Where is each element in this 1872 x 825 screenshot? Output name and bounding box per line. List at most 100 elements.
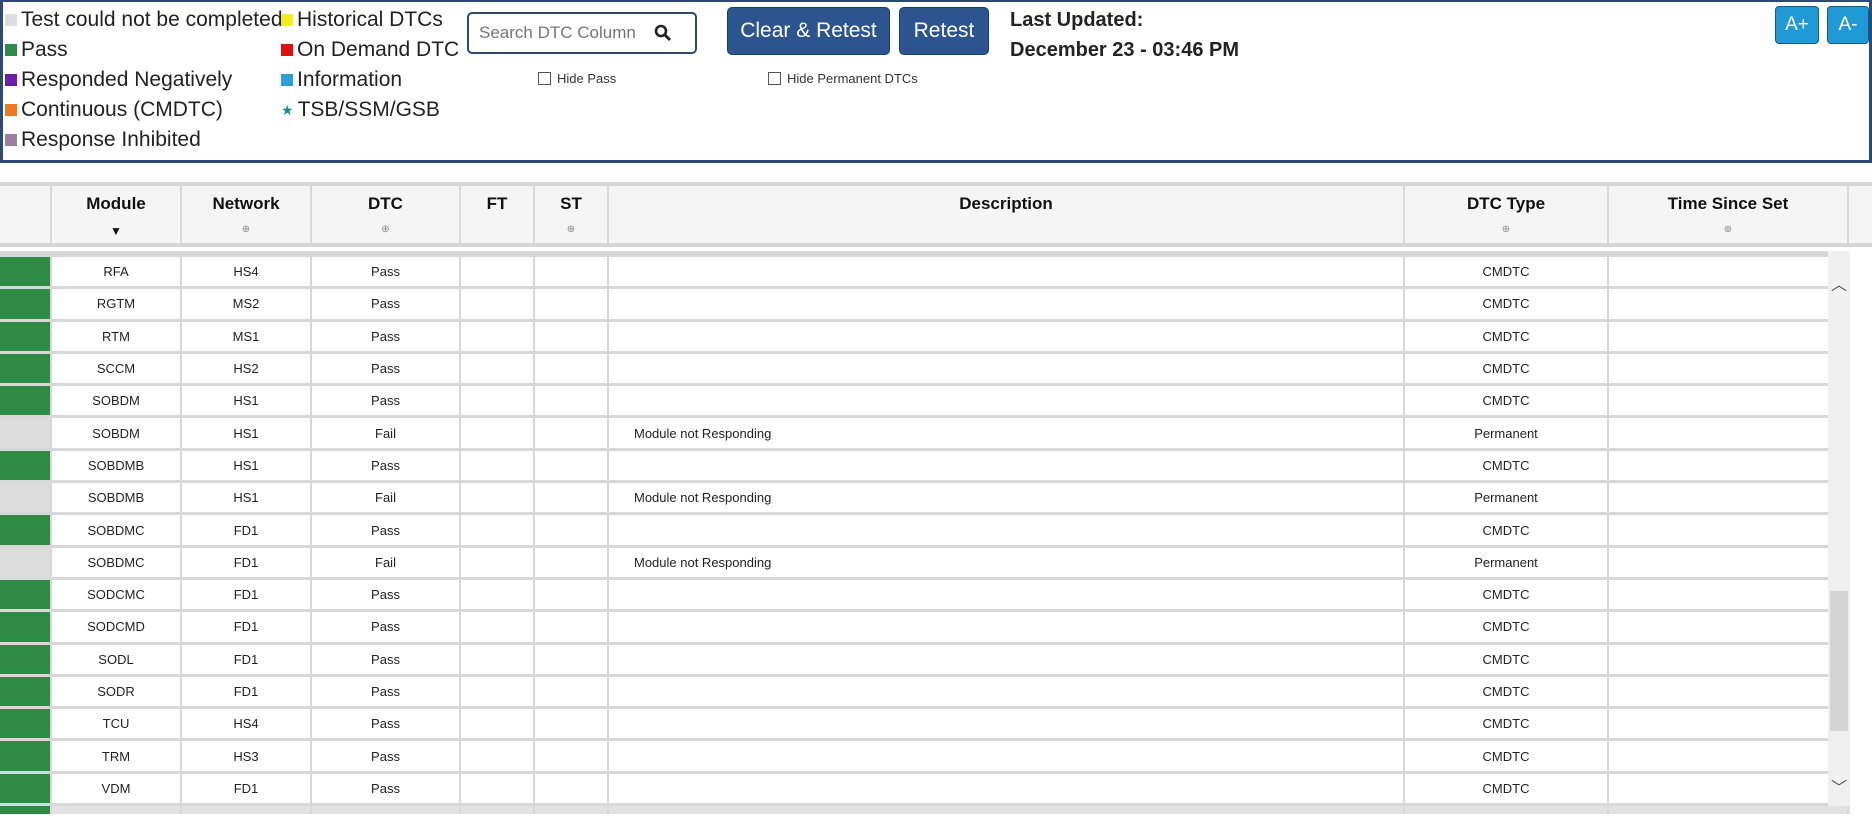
cell-module: WACM [52, 806, 182, 814]
legend-label: TSB/SSM/GSB [297, 98, 440, 121]
table-row[interactable]: SOBDM HS1 Fail Module not Responding Permane… [0, 418, 1850, 451]
table-row[interactable]: SODCMD FD1 Pass CMDTC [0, 612, 1850, 645]
table-row[interactable]: SODL FD1 Pass CMDTC [0, 644, 1850, 677]
column-header-ft[interactable]: FT [461, 186, 535, 243]
scrollbar[interactable]: ︿ ﹀ [1828, 251, 1850, 806]
sort-icon[interactable]: ⊕ [1501, 224, 1511, 235]
last-updated-label: Last Updated: [1010, 9, 1144, 31]
scroll-up-icon[interactable]: ︿ [1830, 277, 1847, 294]
cell-ft [461, 289, 535, 319]
column-header-dtc[interactable]: DTC ⊕ [312, 186, 461, 243]
legend-label: Pass [21, 38, 68, 61]
hide-pass-checkbox[interactable]: Hide Pass [538, 71, 616, 86]
font-increase-button[interactable]: A+ [1775, 6, 1819, 44]
legend-swatch-icon [5, 134, 17, 146]
legend-item: ★ TSB/SSM/GSB [281, 98, 440, 122]
search-input[interactable] [479, 23, 654, 43]
status-indicator [0, 773, 52, 804]
status-indicator [0, 709, 52, 739]
table-row[interactable]: SODCMC FD1 Pass CMDTC [0, 579, 1850, 613]
status-indicator [0, 450, 52, 481]
cell-description [609, 257, 1405, 287]
retest-button[interactable]: Retest [899, 7, 989, 55]
cell-dtc: Pass [312, 289, 461, 319]
scroll-down-icon[interactable]: ﹀ [1830, 780, 1847, 797]
legend-label: Information [297, 68, 403, 91]
legend-item: Continuous (CMDTC) [5, 98, 223, 122]
sort-icon[interactable]: ⊕ [241, 224, 251, 235]
cell-network: FD1 [182, 773, 312, 804]
cell-st [535, 612, 609, 642]
column-header-dtc-type[interactable]: DTC Type ⊕ [1405, 186, 1609, 243]
table-row[interactable]: SOBDMB HS1 Pass CMDTC [0, 450, 1850, 484]
table-body[interactable]: RFA HS4 Pass CMDTC RGTM MS2 Pass CMDTC RTM MS1 Pas… [0, 251, 1850, 814]
sort-icon[interactable]: ⊕ [1723, 224, 1733, 235]
column-header-module[interactable]: Module ▼ [52, 186, 182, 243]
cell-module: SCCM [52, 353, 182, 384]
column-header-label: ST [560, 194, 582, 213]
table-row[interactable]: SOBDMB HS1 Fail Module not Responding Perman… [0, 483, 1850, 516]
table-row[interactable]: VDM FD1 Pass CMDTC [0, 773, 1850, 807]
sort-icon[interactable]: ⊕ [566, 224, 576, 235]
checkbox[interactable] [768, 72, 781, 85]
table-header: Module ▼ Network ⊕ DTC ⊕ FT ST ⊕ Description DTC T… [0, 186, 1872, 247]
cell-dtc: Pass [312, 353, 461, 384]
cell-time-since-set [1609, 773, 1849, 804]
table-row[interactable]: SCCM HS2 Pass CMDTC [0, 353, 1850, 387]
cell-module: SODCMD [52, 612, 182, 642]
cell-st [535, 547, 609, 577]
cell-type: Permanent [1405, 418, 1609, 448]
table-row[interactable]: SOBDMC FD1 Fail Module not Responding Perman… [0, 547, 1850, 580]
legend-swatch-icon [5, 74, 17, 86]
table-row[interactable]: RFA HS4 Pass CMDTC [0, 257, 1850, 290]
cell-description [609, 386, 1405, 416]
cell-module: SOBDMC [52, 547, 182, 577]
table-row[interactable]: SOBDM HS1 Pass CMDTC [0, 386, 1850, 419]
cell-description [609, 676, 1405, 707]
status-indicator [0, 676, 52, 707]
sort-icon[interactable]: ⊕ [381, 224, 390, 235]
table-row[interactable]: SOBDMC FD1 Pass CMDTC [0, 515, 1850, 548]
cell-st [535, 483, 609, 513]
table-row[interactable]: TCU HS4 Pass CMDTC [0, 709, 1850, 742]
column-header-time-since-set[interactable]: Time Since Set ⊕ [1609, 186, 1849, 243]
checkbox[interactable] [538, 72, 551, 85]
cell-time-since-set [1609, 483, 1849, 513]
cell-module: SODCMC [52, 579, 182, 610]
search-icon[interactable] [654, 24, 672, 42]
legend-item: Historical DTCs [281, 8, 443, 32]
cell-time-since-set [1609, 515, 1849, 545]
status-column-header [0, 186, 52, 243]
cell-st [535, 676, 609, 707]
font-decrease-button[interactable]: A- [1827, 6, 1869, 44]
table-row[interactable]: SODR FD1 Pass CMDTC [0, 676, 1850, 710]
legend-label: Historical DTCs [297, 8, 443, 31]
table-row[interactable]: WACMHS3Pass CMDTC [0, 806, 1850, 814]
cell-time-since-set [1609, 709, 1849, 739]
column-header-st[interactable]: ST ⊕ [535, 186, 609, 243]
hide-permanent-checkbox[interactable]: Hide Permanent DTCs [768, 71, 918, 86]
table-row[interactable]: RGTM MS2 Pass CMDTC [0, 289, 1850, 322]
cell-network: HS3 [182, 741, 312, 771]
cell-network: FD1 [182, 644, 312, 674]
table-row[interactable]: TRM HS3 Pass CMDTC [0, 741, 1850, 774]
scrollbar-thumb[interactable] [1830, 591, 1848, 731]
search-box[interactable] [467, 12, 697, 54]
cell-st [535, 386, 609, 416]
table-row[interactable]: RTM MS1 Pass CMDTC [0, 321, 1850, 354]
column-header-network[interactable]: Network ⊕ [182, 186, 312, 243]
cell-network: HS3 [182, 806, 312, 814]
clear-retest-button[interactable]: Clear & Retest [727, 7, 890, 55]
status-indicator [0, 353, 52, 384]
hide-permanent-label: Hide Permanent DTCs [787, 71, 918, 86]
cell-st [535, 741, 609, 771]
cell-description [609, 806, 1405, 814]
cell-ft [461, 806, 535, 814]
cell-st [535, 709, 609, 739]
sort-desc-icon[interactable]: ▼ [110, 224, 122, 238]
cell-dtc: Pass [312, 579, 461, 610]
cell-type: CMDTC [1405, 289, 1609, 319]
cell-time-since-set [1609, 289, 1849, 319]
legend-swatch-icon [281, 14, 293, 26]
column-header-description[interactable]: Description [609, 186, 1405, 243]
